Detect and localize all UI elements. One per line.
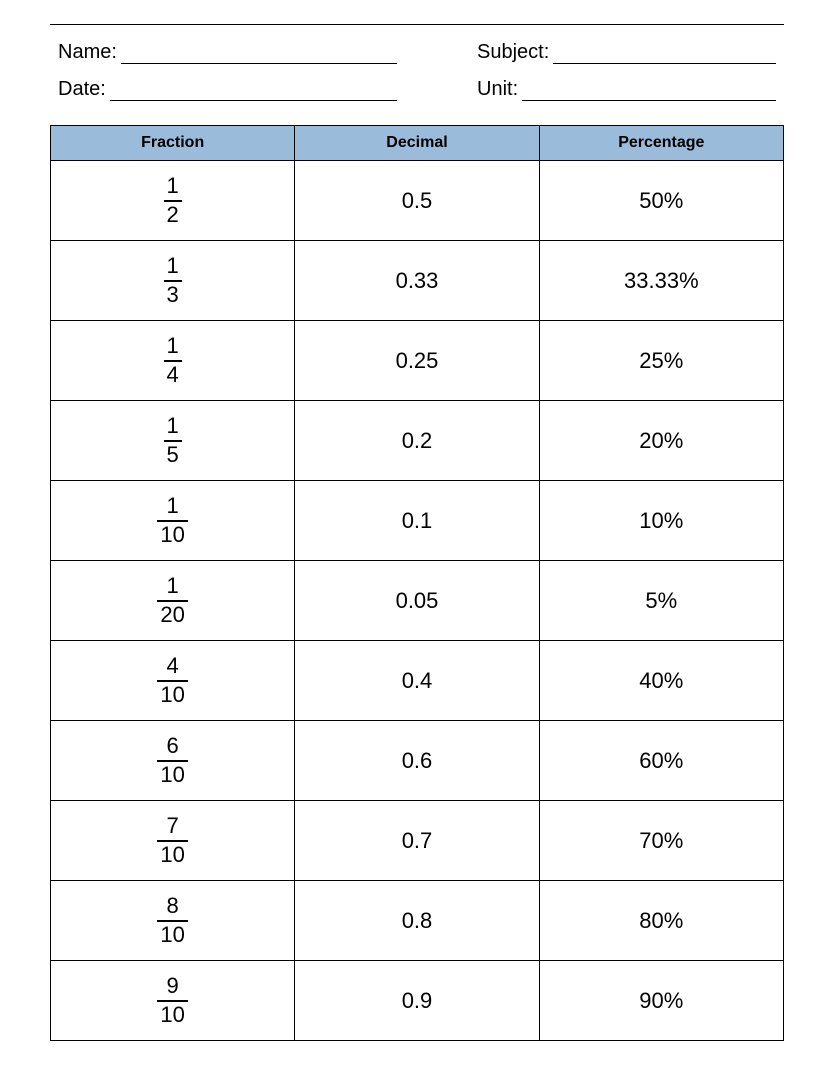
decimal-cell: 0.2: [295, 401, 539, 481]
unit-field: Unit:: [437, 78, 776, 101]
numerator: 6: [157, 734, 187, 761]
denominator: 10: [157, 762, 187, 787]
denominator: 10: [157, 1002, 187, 1027]
fraction: 4 10: [157, 654, 187, 706]
fraction: 9 10: [157, 974, 187, 1026]
fraction-cell: 1 2: [51, 161, 295, 241]
table-row: 1 2 0.5 50%: [51, 161, 784, 241]
subject-field: Subject:: [437, 41, 776, 64]
table-body: 1 2 0.5 50% 1 3 0.33 33.33% 1 4: [51, 161, 784, 1041]
fraction: 1 2: [164, 174, 182, 226]
denominator: 10: [157, 522, 187, 547]
fraction-cell: 9 10: [51, 961, 295, 1041]
date-line[interactable]: [110, 81, 397, 101]
subject-line[interactable]: [553, 44, 776, 64]
denominator: 5: [164, 442, 182, 467]
decimal-cell: 0.7: [295, 801, 539, 881]
percentage-cell: 40%: [539, 641, 783, 721]
fraction-cell: 1 3: [51, 241, 295, 321]
numerator: 8: [157, 894, 187, 921]
percentage-cell: 70%: [539, 801, 783, 881]
percentage-cell: 25%: [539, 321, 783, 401]
col-fraction: Fraction: [51, 126, 295, 161]
percentage-cell: 5%: [539, 561, 783, 641]
table-row: 1 4 0.25 25%: [51, 321, 784, 401]
table-row: 1 3 0.33 33.33%: [51, 241, 784, 321]
fraction-cell: 1 5: [51, 401, 295, 481]
numerator: 1: [164, 334, 182, 361]
percentage-cell: 80%: [539, 881, 783, 961]
fraction-cell: 1 4: [51, 321, 295, 401]
fraction: 1 4: [164, 334, 182, 386]
subject-label: Subject:: [437, 41, 551, 64]
fraction: 1 20: [157, 574, 187, 626]
denominator: 10: [157, 682, 187, 707]
numerator: 4: [157, 654, 187, 681]
percentage-cell: 10%: [539, 481, 783, 561]
decimal-cell: 0.4: [295, 641, 539, 721]
table-row: 6 10 0.6 60%: [51, 721, 784, 801]
table-row: 8 10 0.8 80%: [51, 881, 784, 961]
header-fields: Name: Subject: Date: Unit:: [50, 41, 784, 101]
fraction: 1 3: [164, 254, 182, 306]
denominator: 20: [157, 602, 187, 627]
decimal-cell: 0.33: [295, 241, 539, 321]
decimal-cell: 0.25: [295, 321, 539, 401]
decimal-cell: 0.1: [295, 481, 539, 561]
denominator: 10: [157, 842, 187, 867]
denominator: 4: [164, 362, 182, 387]
fraction-cell: 1 20: [51, 561, 295, 641]
name-field: Name:: [58, 41, 397, 64]
percentage-cell: 90%: [539, 961, 783, 1041]
unit-line[interactable]: [522, 81, 776, 101]
numerator: 1: [164, 254, 182, 281]
fraction-cell: 7 10: [51, 801, 295, 881]
table-row: 1 10 0.1 10%: [51, 481, 784, 561]
decimal-cell: 0.6: [295, 721, 539, 801]
fraction-cell: 8 10: [51, 881, 295, 961]
col-decimal: Decimal: [295, 126, 539, 161]
fraction: 7 10: [157, 814, 187, 866]
numerator: 9: [157, 974, 187, 1001]
fraction: 1 5: [164, 414, 182, 466]
table-row: 7 10 0.7 70%: [51, 801, 784, 881]
percentage-cell: 50%: [539, 161, 783, 241]
table-row: 9 10 0.9 90%: [51, 961, 784, 1041]
name-line[interactable]: [121, 44, 397, 64]
denominator: 2: [164, 202, 182, 227]
name-label: Name:: [58, 41, 119, 64]
fraction-cell: 6 10: [51, 721, 295, 801]
table-row: 1 20 0.05 5%: [51, 561, 784, 641]
decimal-cell: 0.5: [295, 161, 539, 241]
percentage-cell: 33.33%: [539, 241, 783, 321]
percentage-cell: 60%: [539, 721, 783, 801]
date-label: Date:: [58, 78, 108, 101]
numerator: 1: [164, 414, 182, 441]
fraction-cell: 4 10: [51, 641, 295, 721]
fraction-cell: 1 10: [51, 481, 295, 561]
decimal-cell: 0.8: [295, 881, 539, 961]
fraction: 1 10: [157, 494, 187, 546]
denominator: 3: [164, 282, 182, 307]
numerator: 1: [157, 574, 187, 601]
decimal-cell: 0.05: [295, 561, 539, 641]
fraction: 8 10: [157, 894, 187, 946]
unit-label: Unit:: [437, 78, 520, 101]
conversion-table: Fraction Decimal Percentage 1 2 0.5 50% …: [50, 125, 784, 1041]
numerator: 1: [164, 174, 182, 201]
table-row: 4 10 0.4 40%: [51, 641, 784, 721]
numerator: 7: [157, 814, 187, 841]
top-rule: [50, 24, 784, 25]
col-percentage: Percentage: [539, 126, 783, 161]
fraction: 6 10: [157, 734, 187, 786]
numerator: 1: [157, 494, 187, 521]
table-header-row: Fraction Decimal Percentage: [51, 126, 784, 161]
table-row: 1 5 0.2 20%: [51, 401, 784, 481]
percentage-cell: 20%: [539, 401, 783, 481]
decimal-cell: 0.9: [295, 961, 539, 1041]
denominator: 10: [157, 922, 187, 947]
date-field: Date:: [58, 78, 397, 101]
